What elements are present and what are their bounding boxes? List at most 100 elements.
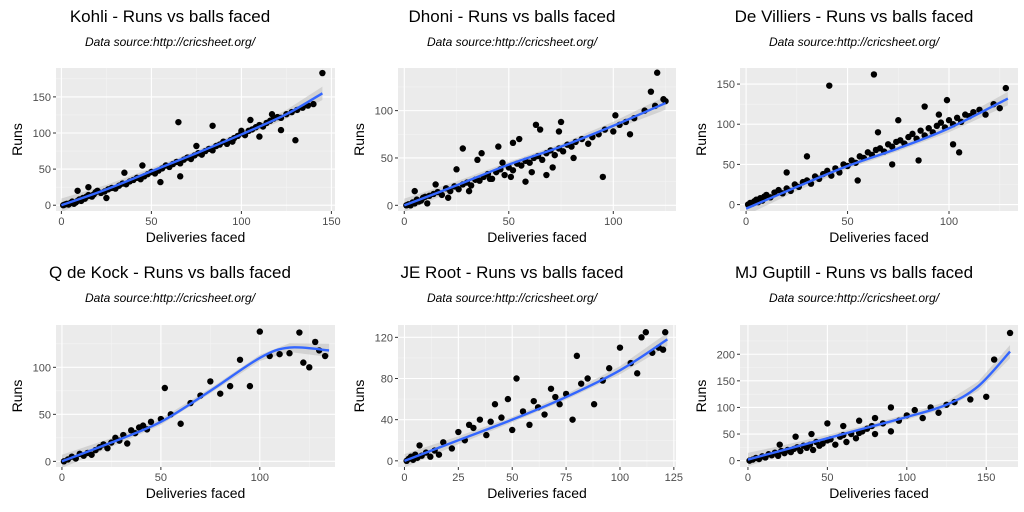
data-point (660, 96, 667, 103)
x-tick-label: 0 (59, 472, 65, 484)
data-point (470, 424, 477, 432)
data-point (498, 414, 505, 421)
data-point (911, 406, 918, 414)
data-point (499, 159, 506, 166)
data-point (501, 171, 508, 179)
data-point (653, 69, 661, 76)
data-point (808, 430, 815, 438)
data-point (870, 71, 878, 78)
y-tick-label: 150 (717, 376, 735, 388)
data-point (276, 350, 283, 358)
data-point (634, 370, 641, 377)
chart-title: Dhoni - Runs vs balls faced (409, 7, 616, 26)
data-point (177, 420, 184, 427)
data-point (532, 121, 540, 129)
data-point (568, 143, 575, 150)
data-point (486, 175, 494, 183)
data-point (411, 187, 418, 195)
data-point (526, 159, 533, 166)
y-tick-label: 100 (33, 362, 51, 374)
x-tick-label: 0 (401, 472, 407, 484)
data-point (599, 173, 607, 181)
data-point (175, 118, 182, 126)
data-point (124, 440, 131, 447)
x-tick-label: 150 (322, 216, 340, 228)
data-point (139, 162, 146, 169)
data-point (435, 451, 443, 458)
data-point (104, 444, 111, 452)
data-point (953, 114, 961, 122)
data-point (547, 385, 555, 392)
data-point (530, 397, 537, 405)
y-tick-label: 150 (33, 92, 51, 104)
data-point (539, 156, 546, 164)
data-point (774, 452, 782, 460)
y-tick-label: 0 (45, 200, 51, 212)
data-point (854, 177, 861, 184)
x-axis-label: Deliveries faced (829, 229, 929, 245)
y-tick-label: 0 (45, 456, 51, 468)
data-point (147, 418, 155, 426)
smooth-fit-line (61, 92, 324, 207)
chart-title: JE Root - Runs vs balls faced (401, 263, 624, 282)
data-point (292, 137, 299, 144)
y-axis-label: Runs (351, 380, 367, 413)
data-point (444, 194, 452, 201)
y-tick-label: 80 (381, 374, 393, 386)
data-point (85, 183, 92, 191)
chart-title: Q de Kock - Runs vs balls faced (49, 263, 291, 282)
x-tick-label: 50 (821, 472, 833, 484)
chart-panel-2: Dhoni - Runs vs balls faced Data source:h… (351, 7, 676, 245)
data-point (612, 112, 619, 119)
data-point (455, 186, 462, 193)
x-axis-label: Deliveries faced (146, 229, 246, 245)
data-point (638, 334, 645, 341)
data-point (919, 414, 926, 422)
data-point (855, 417, 863, 424)
x-tick-label: 100 (611, 472, 629, 484)
data-point (157, 178, 164, 186)
y-tick-label: 120 (375, 332, 393, 344)
data-point (541, 411, 548, 418)
data-point (871, 430, 879, 438)
data-point (310, 100, 317, 108)
data-point (917, 127, 924, 134)
data-point (925, 125, 932, 132)
data-point (268, 111, 276, 118)
y-tick-label: 150 (717, 79, 735, 91)
data-point (424, 200, 431, 207)
x-tick-label: 0 (743, 216, 749, 228)
data-point (518, 162, 525, 169)
data-point (573, 352, 581, 360)
data-point (536, 126, 544, 133)
data-point (874, 129, 882, 136)
data-point (438, 191, 446, 199)
data-point (1006, 329, 1014, 337)
data-point (776, 441, 783, 448)
data-point (826, 82, 833, 89)
y-tick-label: 100 (33, 128, 51, 140)
data-point (74, 187, 81, 194)
x-tick-label: 50 (503, 216, 515, 228)
data-point (943, 96, 951, 104)
data-point (459, 145, 466, 152)
chart-panel-4: Q de Kock - Runs vs balls faced Data sour… (9, 263, 335, 501)
data-point (312, 338, 319, 346)
data-point (557, 118, 565, 126)
y-tick-label: 40 (381, 415, 393, 427)
data-point (256, 133, 263, 140)
smooth-fit-line (404, 338, 669, 462)
y-tick-label: 50 (723, 159, 735, 171)
data-point (555, 128, 563, 135)
data-point (590, 401, 598, 408)
data-point (797, 447, 804, 455)
data-point (319, 69, 326, 77)
data-point (427, 453, 434, 460)
data-point (519, 408, 527, 415)
data-point (852, 435, 860, 442)
data-point (509, 139, 517, 147)
data-point (193, 142, 200, 150)
data-point (509, 167, 517, 174)
y-tick-label: 100 (375, 106, 393, 118)
y-tick-label: 0 (387, 200, 393, 212)
